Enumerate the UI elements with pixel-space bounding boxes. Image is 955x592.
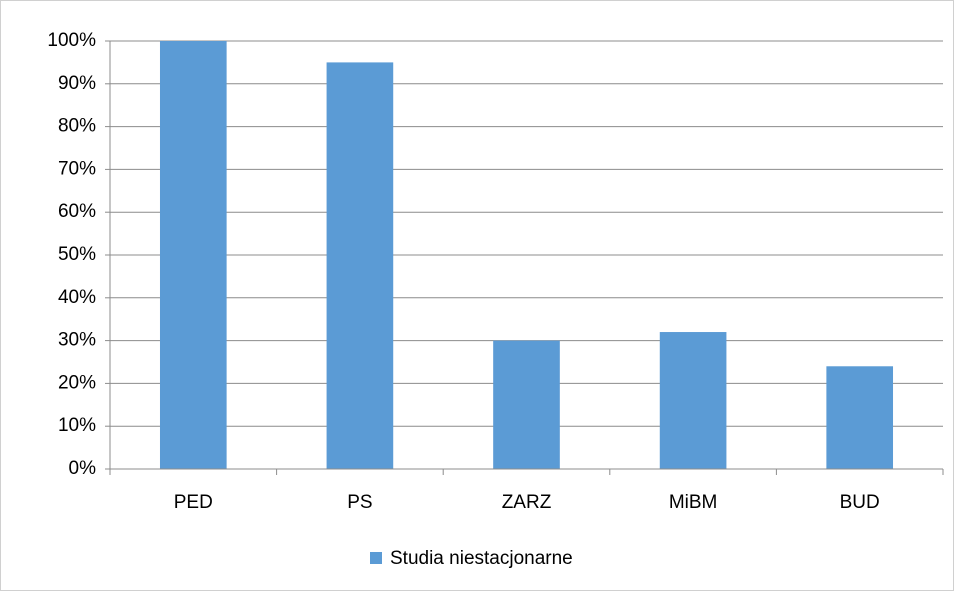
y-tick-label: 40% xyxy=(58,287,96,308)
y-tick-label: 10% xyxy=(58,415,96,436)
x-tick-label: BUD xyxy=(840,492,880,513)
x-tick-label: MiBM xyxy=(669,492,718,513)
y-tick-label: 0% xyxy=(69,458,97,479)
y-tick-label: 70% xyxy=(58,158,96,179)
y-tick-label: 100% xyxy=(47,30,96,51)
y-tick-label: 60% xyxy=(58,201,96,222)
x-tick-label: PED xyxy=(174,492,213,513)
bar xyxy=(326,62,394,470)
y-tick-label: 90% xyxy=(58,73,96,94)
bar xyxy=(826,366,894,469)
legend-swatch xyxy=(370,552,382,564)
y-tick-label: 80% xyxy=(58,116,96,137)
bar xyxy=(659,332,727,469)
y-tick-label: 30% xyxy=(58,330,96,351)
y-tick-label: 20% xyxy=(58,372,96,393)
bar xyxy=(493,340,560,469)
x-tick-label: PS xyxy=(347,492,372,513)
y-tick-label: 50% xyxy=(58,244,96,265)
x-tick-label: ZARZ xyxy=(502,492,552,513)
bar xyxy=(159,41,227,469)
legend-label: Studia niestacjonarne xyxy=(390,548,573,569)
